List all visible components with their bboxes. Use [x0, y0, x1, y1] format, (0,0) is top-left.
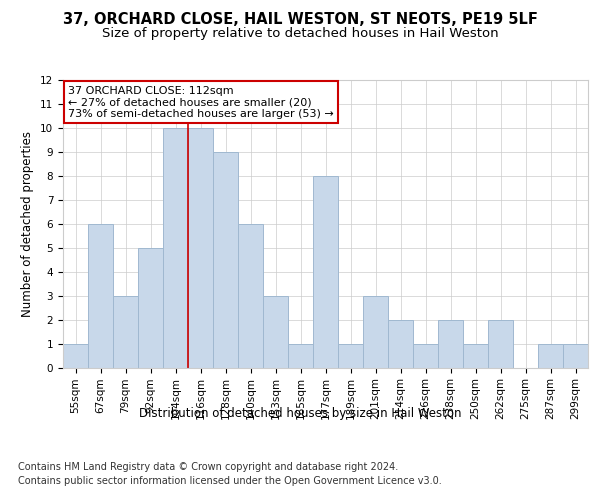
Bar	[363, 296, 388, 368]
Bar	[88, 224, 113, 368]
Bar	[138, 248, 163, 368]
Text: Distribution of detached houses by size in Hail Weston: Distribution of detached houses by size …	[139, 408, 461, 420]
Text: Size of property relative to detached houses in Hail Weston: Size of property relative to detached ho…	[101, 28, 499, 40]
Bar	[63, 344, 88, 367]
Bar	[538, 344, 563, 367]
Bar	[338, 344, 363, 367]
Text: 37 ORCHARD CLOSE: 112sqm
← 27% of detached houses are smaller (20)
73% of semi-d: 37 ORCHARD CLOSE: 112sqm ← 27% of detach…	[68, 86, 334, 119]
Bar	[413, 344, 438, 367]
Text: Contains public sector information licensed under the Open Government Licence v3: Contains public sector information licen…	[18, 476, 442, 486]
Bar	[463, 344, 488, 367]
Text: Contains HM Land Registry data © Crown copyright and database right 2024.: Contains HM Land Registry data © Crown c…	[18, 462, 398, 472]
Text: 37, ORCHARD CLOSE, HAIL WESTON, ST NEOTS, PE19 5LF: 37, ORCHARD CLOSE, HAIL WESTON, ST NEOTS…	[62, 12, 538, 28]
Bar	[213, 152, 238, 368]
Bar	[488, 320, 513, 368]
Bar	[163, 128, 188, 368]
Bar	[113, 296, 138, 368]
Bar	[438, 320, 463, 368]
Bar	[263, 296, 288, 368]
Bar	[238, 224, 263, 368]
Y-axis label: Number of detached properties: Number of detached properties	[22, 130, 34, 317]
Bar	[188, 128, 213, 368]
Bar	[388, 320, 413, 368]
Bar	[288, 344, 313, 367]
Bar	[563, 344, 588, 367]
Bar	[313, 176, 338, 368]
